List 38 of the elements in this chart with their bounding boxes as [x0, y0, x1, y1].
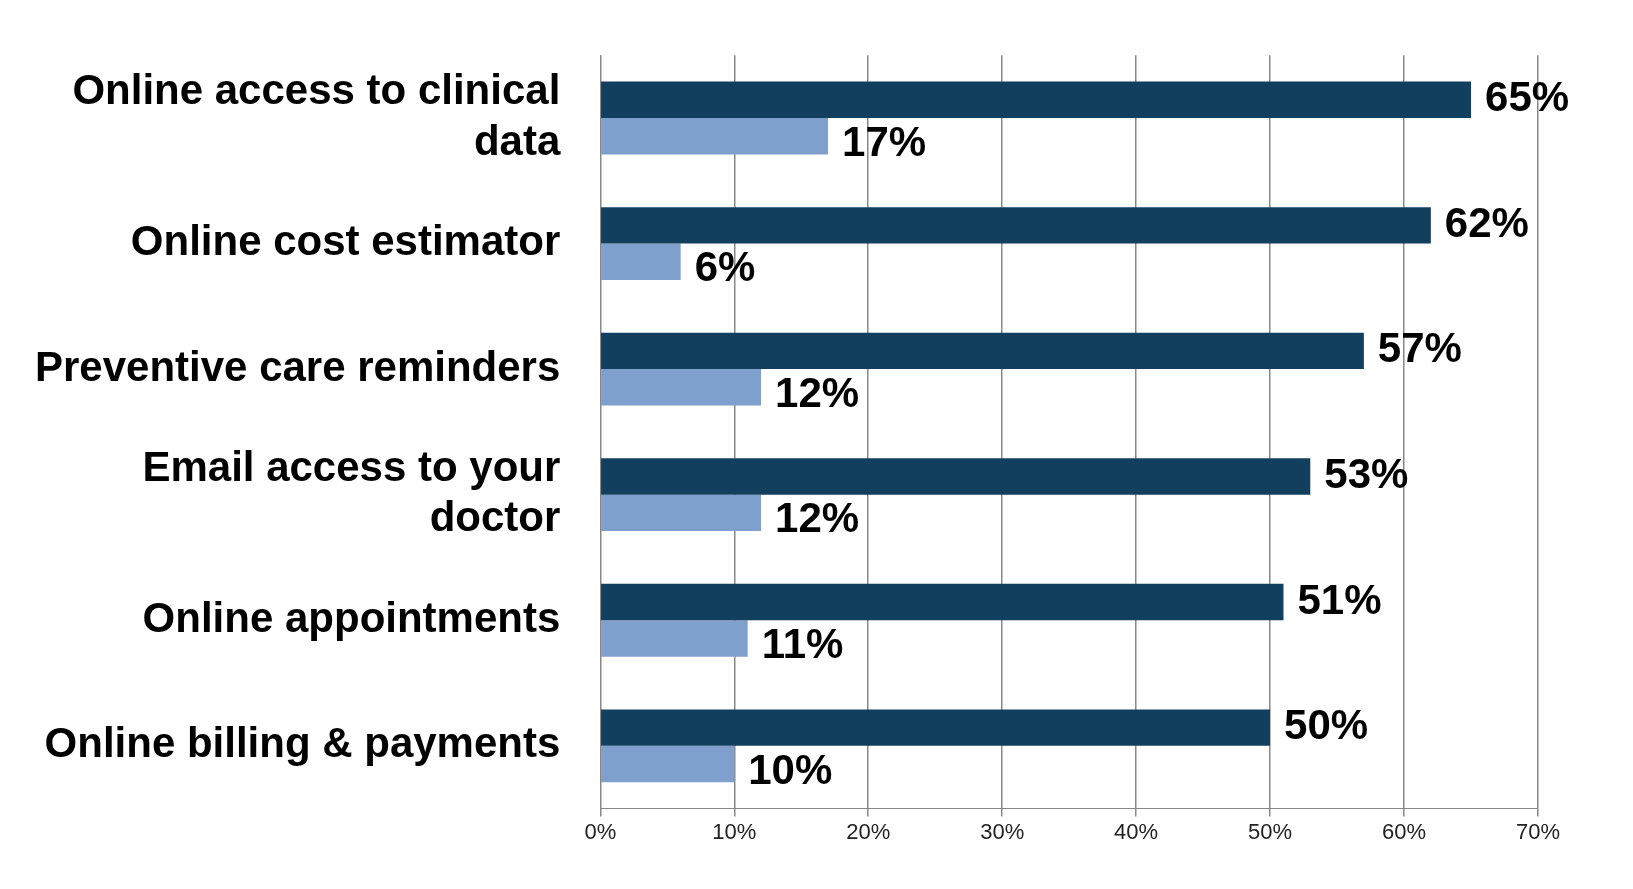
data-label: 51% [1297, 575, 1382, 623]
bar [601, 620, 748, 657]
data-label: 53% [1324, 450, 1409, 498]
bar [601, 745, 735, 783]
data-label: 17% [842, 117, 927, 165]
bar [601, 709, 1271, 746]
y-tick-label: Preventive care reminders [35, 342, 561, 390]
data-label: 57% [1377, 324, 1462, 372]
bar [601, 369, 762, 406]
data-label: 6% [694, 243, 756, 291]
x-tick-label: 20% [846, 818, 891, 844]
data-label: 12% [775, 368, 860, 416]
y-tick-label: Online appointments [142, 593, 561, 641]
data-label: 11% [761, 620, 844, 668]
x-tick-label: 10% [712, 818, 757, 844]
data-label: 65% [1485, 73, 1570, 121]
data-label: 50% [1284, 701, 1369, 749]
data-label: 12% [775, 494, 860, 542]
y-tick-label: Online access to clinical data [72, 66, 561, 164]
bar [601, 117, 829, 155]
bar [601, 243, 681, 280]
x-tick-label: 50% [1248, 818, 1293, 844]
y-tick-label: Email access to your doctor [142, 443, 561, 541]
data-label: 10% [748, 745, 833, 793]
bar [601, 81, 1472, 118]
x-tick-label: 40% [1114, 818, 1159, 844]
x-tick-label: 30% [980, 818, 1025, 844]
y-tick-label: Online cost estimator [130, 217, 561, 265]
data-label: 62% [1444, 198, 1529, 246]
bar [601, 332, 1364, 370]
bar [601, 583, 1284, 621]
bar [601, 494, 762, 532]
x-tick-label: 60% [1382, 818, 1427, 844]
x-tick-label: 70% [1515, 818, 1561, 844]
y-tick-label: Online billing & payments [44, 719, 561, 767]
bar [601, 458, 1311, 495]
x-tick-label: 0% [584, 818, 617, 844]
bar [601, 207, 1431, 244]
